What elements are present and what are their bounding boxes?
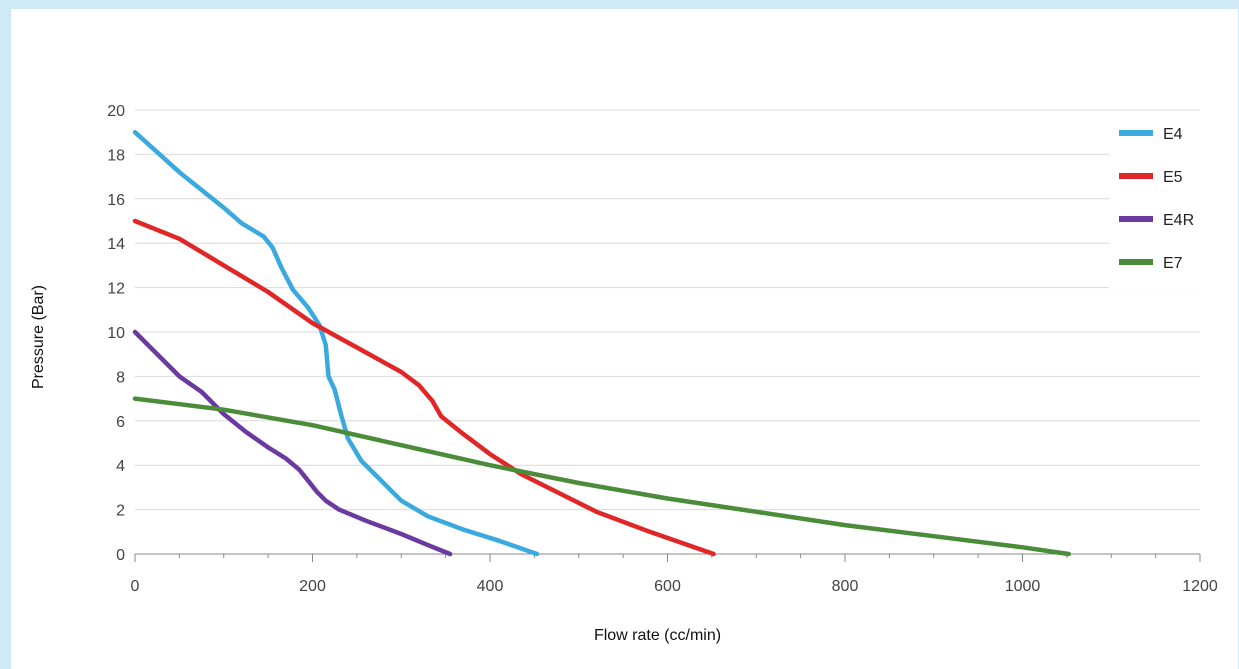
legend-label-e4r: E4R	[1163, 212, 1194, 229]
chart-frame: 0 2 4 6 8 10 12 14 16 18 20 0 200 400 600 800 1000 1200 E…	[11, 9, 1238, 669]
y-tick-label-18: 18	[107, 147, 125, 164]
x-tick-label-200: 200	[299, 578, 326, 595]
x-axis-title: Flow rate (cc/min)	[594, 627, 721, 644]
y-axis-title: Pressure (Bar)	[30, 285, 47, 389]
y-tick-label-8: 8	[116, 369, 125, 386]
legend-box	[1109, 112, 1209, 288]
y-tick-label-10: 10	[107, 325, 125, 342]
legend: E4 E5 E4R E7	[1109, 112, 1209, 288]
x-tick-label-1000: 1000	[1005, 578, 1041, 595]
y-tick-label-14: 14	[107, 236, 125, 253]
y-tick-label-2: 2	[116, 503, 125, 520]
x-tick-label-800: 800	[832, 578, 859, 595]
y-tick-label-4: 4	[116, 458, 125, 475]
series-line-e4r	[132, 329, 453, 557]
x-tick-label-600: 600	[654, 578, 681, 595]
legend-label-e5: E5	[1163, 169, 1183, 186]
series-lines	[132, 129, 1071, 557]
series-line-e5	[132, 218, 716, 557]
y-tick-label-6: 6	[116, 414, 125, 431]
y-tick-label-12: 12	[107, 281, 125, 298]
series-line-e7	[132, 396, 1071, 557]
series-line-e4	[132, 129, 540, 557]
y-tick-label-0: 0	[116, 547, 125, 564]
y-tick-label-20: 20	[107, 103, 125, 120]
x-tick-label-1200: 1200	[1182, 578, 1218, 595]
y-tick-label-16: 16	[107, 192, 125, 209]
x-tick-label-400: 400	[477, 578, 504, 595]
x-tick-label-0: 0	[131, 578, 140, 595]
grid-lines	[135, 109, 1200, 511]
legend-label-e4: E4	[1163, 126, 1183, 143]
legend-label-e7: E7	[1163, 255, 1183, 272]
